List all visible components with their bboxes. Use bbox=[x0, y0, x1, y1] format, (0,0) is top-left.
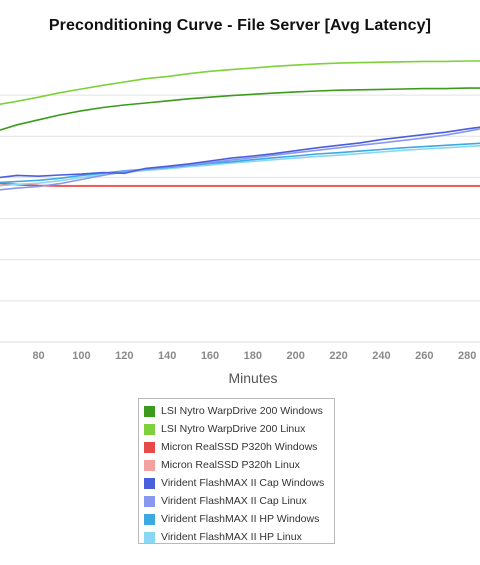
legend-item[interactable]: LSI Nytro WarpDrive 200 Windows bbox=[144, 402, 334, 420]
legend-swatch bbox=[144, 495, 155, 507]
series-line-lsi-nytro-warpdrive-200-linux bbox=[0, 60, 480, 105]
x-tick-label-260: 260 bbox=[415, 350, 433, 362]
legend-label: LSI Nytro WarpDrive 200 Windows bbox=[161, 405, 323, 417]
x-tick-label-220: 220 bbox=[329, 350, 347, 362]
legend-label: LSI Nytro WarpDrive 200 Linux bbox=[161, 423, 306, 435]
series-line-virident-flashmax-ii-cap-linux bbox=[0, 128, 480, 191]
x-tick-label-180: 180 bbox=[244, 350, 262, 362]
series-line-lsi-nytro-warpdrive-200-windows bbox=[0, 87, 480, 131]
legend-label: Micron RealSSD P320h Windows bbox=[161, 441, 318, 453]
series-line-virident-flashmax-ii-hp-windows bbox=[0, 142, 480, 184]
x-tick-label-200: 200 bbox=[287, 350, 305, 362]
x-tick-label-80: 80 bbox=[32, 350, 44, 362]
legend-item[interactable]: Virident FlashMAX II HP Windows bbox=[144, 510, 334, 528]
plot-background bbox=[0, 54, 480, 342]
series-lines bbox=[0, 60, 480, 191]
legend-label: Micron RealSSD P320h Linux bbox=[161, 459, 300, 471]
legend-swatch bbox=[144, 423, 155, 435]
legend-item[interactable]: Virident FlashMAX II HP Linux bbox=[144, 528, 334, 546]
legend-swatch bbox=[144, 513, 155, 525]
legend-item[interactable]: Micron RealSSD P320h Windows bbox=[144, 438, 334, 456]
x-tick-label-280: 280 bbox=[458, 350, 476, 362]
legend-swatch bbox=[144, 459, 155, 471]
legend-item[interactable]: Virident FlashMAX II Cap Windows bbox=[144, 474, 334, 492]
legend-label: Virident FlashMAX II HP Windows bbox=[161, 513, 320, 525]
legend-swatch bbox=[144, 441, 155, 453]
x-tick-label-140: 140 bbox=[158, 350, 176, 362]
legend-label: Virident FlashMAX II Cap Linux bbox=[161, 495, 307, 507]
legend-swatch bbox=[144, 405, 155, 417]
x-tick-label-100: 100 bbox=[72, 350, 90, 362]
legend-label: Virident FlashMAX II Cap Windows bbox=[161, 477, 325, 489]
legend-item[interactable]: Micron RealSSD P320h Linux bbox=[144, 456, 334, 474]
x-tick-label-240: 240 bbox=[372, 350, 390, 362]
chart-title: Preconditioning Curve - File Server [Avg… bbox=[48, 17, 432, 34]
x-tick-label-120: 120 bbox=[115, 350, 133, 362]
legend-item[interactable]: LSI Nytro WarpDrive 200 Linux bbox=[144, 420, 334, 438]
series-line-virident-flashmax-ii-hp-linux bbox=[0, 144, 480, 187]
legend-label: Virident FlashMAX II HP Linux bbox=[161, 531, 302, 543]
legend-item[interactable]: Virident FlashMAX II Cap Linux bbox=[144, 492, 334, 510]
x-tick-label-160: 160 bbox=[201, 350, 219, 362]
x-axis-title: Minutes bbox=[228, 370, 277, 386]
legend-swatch bbox=[144, 531, 155, 543]
x-axis: 80 100 120 140 160 180 200 220 240 260 280 bbox=[32, 350, 476, 362]
legend-swatch bbox=[144, 477, 155, 489]
series-line-virident-flashmax-ii-cap-windows bbox=[0, 126, 480, 179]
chart-legend: LSI Nytro WarpDrive 200 Windows LSI Nytro… bbox=[138, 398, 335, 544]
